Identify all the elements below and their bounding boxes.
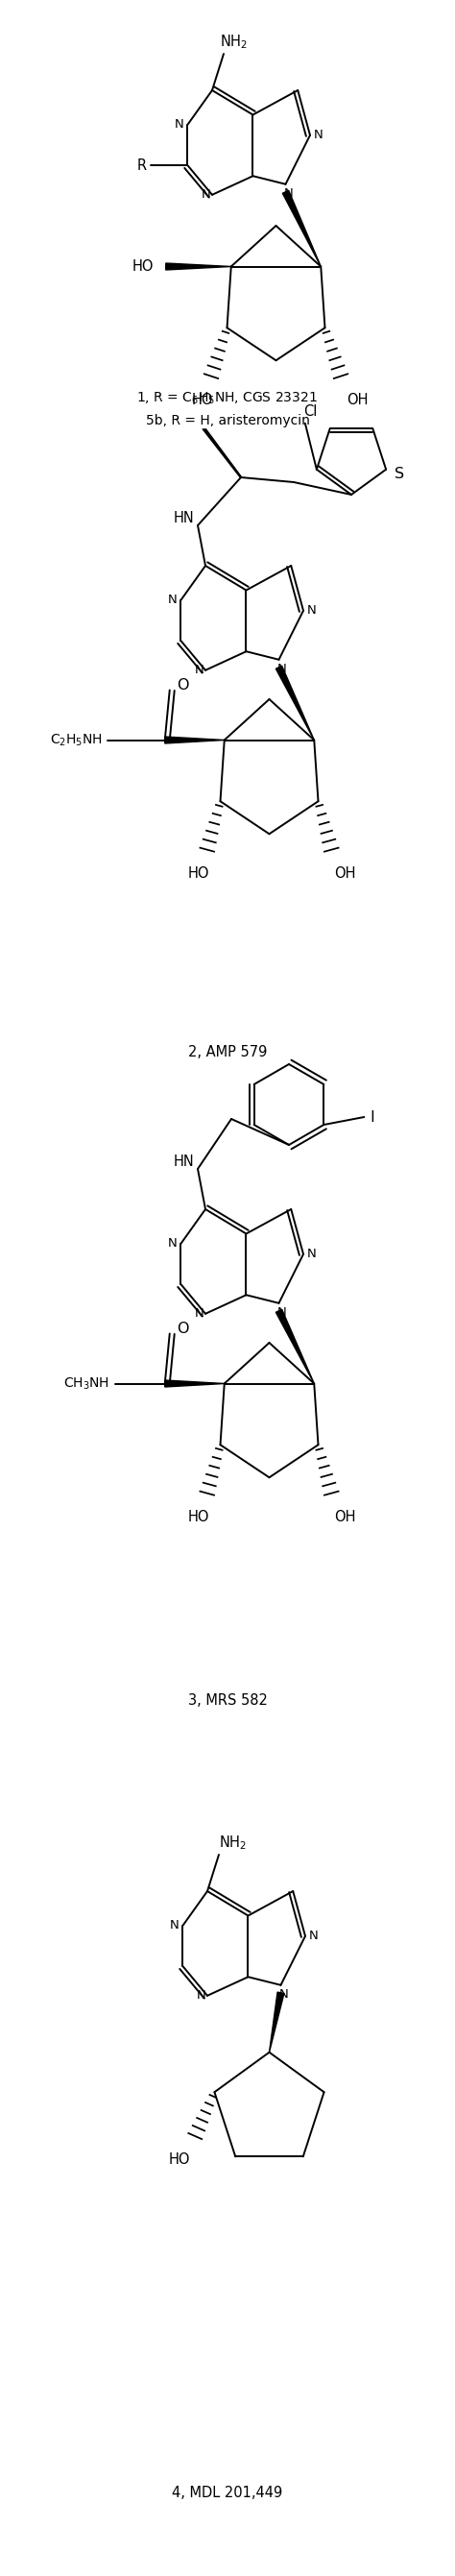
- Text: 1, R = C$_6$H$_5$NH, CGS 23321: 1, R = C$_6$H$_5$NH, CGS 23321: [137, 392, 318, 407]
- Text: N: N: [309, 1929, 318, 1942]
- Text: N: N: [201, 188, 210, 201]
- Text: HO: HO: [168, 2151, 190, 2166]
- Text: NH$_2$: NH$_2$: [219, 33, 247, 52]
- Text: I: I: [369, 1110, 374, 1123]
- Text: N: N: [168, 1236, 177, 1249]
- Text: N: N: [279, 1989, 289, 2002]
- Text: HN: HN: [174, 1154, 195, 1170]
- Text: N: N: [170, 1919, 179, 1932]
- Polygon shape: [276, 665, 314, 739]
- Text: 5b, R = H, aristeromycin: 5b, R = H, aristeromycin: [146, 415, 309, 428]
- Text: OH: OH: [334, 866, 356, 881]
- Text: R: R: [137, 157, 147, 173]
- Polygon shape: [165, 1381, 224, 1386]
- Text: 4, MDL 201,449: 4, MDL 201,449: [172, 2486, 283, 2499]
- Text: HO: HO: [191, 392, 213, 407]
- Text: N: N: [278, 662, 287, 675]
- Text: HO: HO: [187, 1510, 209, 1525]
- Polygon shape: [269, 1991, 284, 2053]
- Polygon shape: [283, 191, 321, 265]
- Text: N: N: [313, 129, 323, 142]
- Text: N: N: [196, 1989, 206, 2002]
- Text: 3, MRS 582: 3, MRS 582: [188, 1692, 267, 1708]
- Text: OH: OH: [347, 392, 369, 407]
- Text: N: N: [175, 118, 184, 131]
- Text: O: O: [177, 1321, 189, 1337]
- Text: 2, AMP 579: 2, AMP 579: [188, 1043, 267, 1059]
- Text: N: N: [284, 188, 293, 201]
- Text: C$_2$H$_5$NH: C$_2$H$_5$NH: [51, 732, 103, 747]
- Text: N: N: [278, 1306, 287, 1319]
- Text: N: N: [194, 665, 203, 677]
- Text: HO: HO: [187, 866, 209, 881]
- Polygon shape: [165, 737, 224, 744]
- Text: NH$_2$: NH$_2$: [218, 1834, 246, 1852]
- Text: HO: HO: [132, 260, 154, 273]
- Text: N: N: [168, 592, 177, 605]
- Polygon shape: [276, 1309, 314, 1383]
- Polygon shape: [166, 263, 231, 270]
- Text: N: N: [194, 1309, 203, 1319]
- Text: S: S: [394, 466, 404, 482]
- Text: OH: OH: [334, 1510, 356, 1525]
- Text: HN: HN: [174, 510, 195, 526]
- Text: N: N: [307, 1247, 316, 1260]
- Text: O: O: [177, 677, 189, 693]
- Text: Cl: Cl: [303, 404, 317, 420]
- Text: CH$_3$NH: CH$_3$NH: [63, 1376, 109, 1391]
- Text: N: N: [307, 605, 316, 616]
